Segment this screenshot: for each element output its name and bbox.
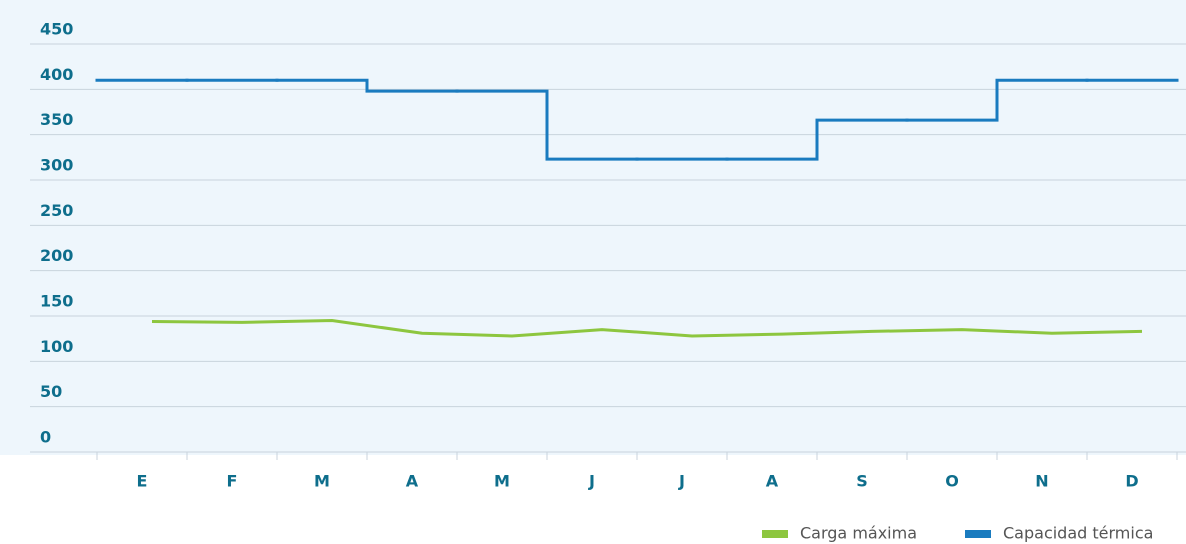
- y-tick-label: 350: [40, 110, 73, 129]
- y-tick-label: 150: [40, 292, 73, 311]
- x-tick-label: F: [227, 472, 238, 491]
- y-tick-label: 250: [40, 201, 73, 220]
- x-tick-label: J: [588, 472, 595, 491]
- y-tick-label: 300: [40, 156, 73, 175]
- y-tick-label: 450: [40, 20, 73, 39]
- y-tick-label: 0: [40, 428, 51, 447]
- plot-background: [0, 0, 1186, 455]
- legend-swatch: [762, 530, 788, 538]
- y-tick-label: 400: [40, 65, 73, 84]
- legend-label: Capacidad térmica: [1003, 524, 1153, 543]
- x-tick-label: N: [1035, 472, 1048, 491]
- legend-swatch: [965, 530, 991, 538]
- x-tick-label: A: [406, 472, 419, 491]
- x-tick-label: J: [678, 472, 685, 491]
- line-series: [151, 319, 1143, 338]
- x-tick-label: M: [494, 472, 510, 491]
- x-tick-label: O: [945, 472, 959, 491]
- y-tick-label: 100: [40, 337, 73, 356]
- x-tick-label: E: [137, 472, 148, 491]
- legend-label: Carga máxima: [800, 524, 917, 543]
- x-tick-label: S: [856, 472, 868, 491]
- x-tick-label: D: [1125, 472, 1138, 491]
- x-tick-label: M: [314, 472, 330, 491]
- y-tick-label: 200: [40, 246, 73, 265]
- x-tick-label: A: [766, 472, 779, 491]
- y-tick-label: 50: [40, 382, 62, 401]
